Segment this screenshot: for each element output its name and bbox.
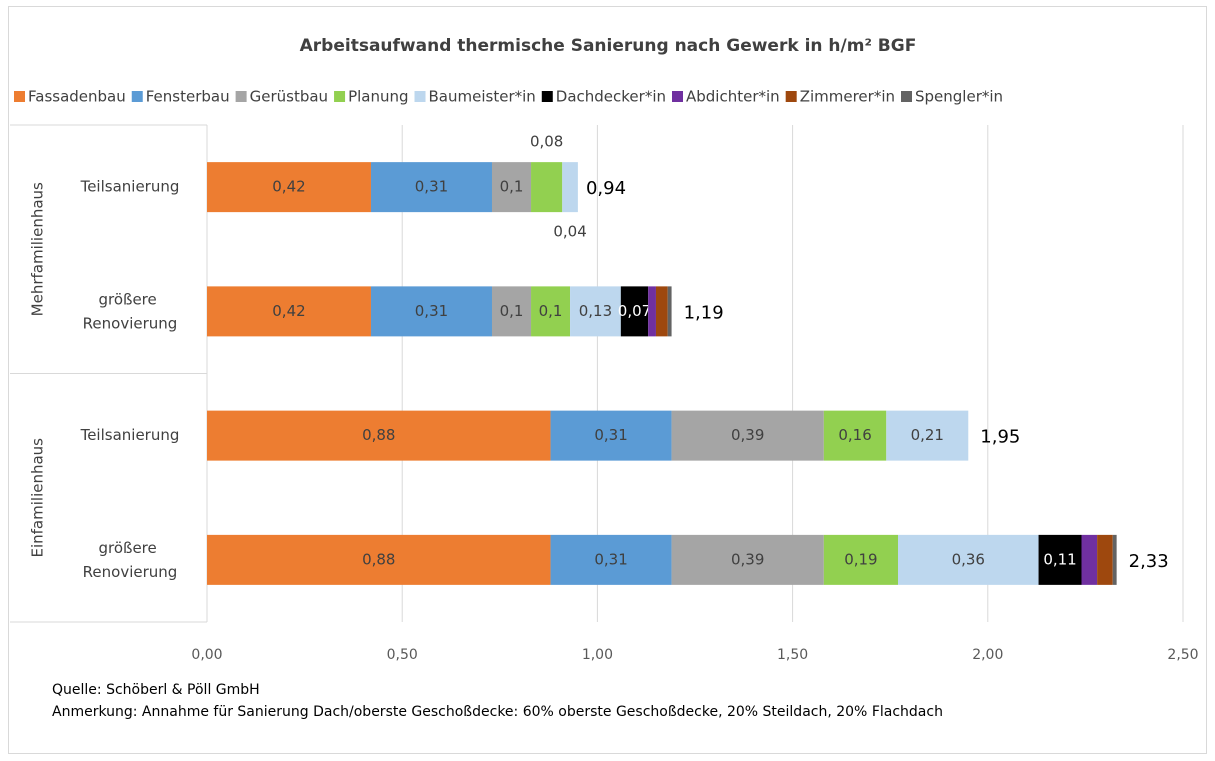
data-label: 0,19 [844, 550, 877, 568]
y-tick-label: größere Renovierung [83, 290, 178, 332]
bar-segment [207, 534, 551, 585]
bar-segment [207, 162, 371, 213]
data-label: 0,31 [594, 426, 627, 444]
bar-segment [898, 534, 1039, 585]
bar-segment [823, 410, 887, 461]
bar-segment [570, 286, 621, 337]
legend-swatch [235, 91, 247, 102]
x-tick-label: 2,50 [1167, 647, 1198, 663]
data-label: 0,16 [838, 426, 871, 444]
legend-label: Fassadenbau [28, 88, 126, 106]
bar-segment [886, 410, 969, 461]
chart-title: Arbeitsaufwand thermische Sanierung nach… [300, 36, 917, 56]
chart-frame [8, 6, 1207, 754]
data-label: 0,21 [911, 426, 944, 444]
bar-segment [1112, 534, 1117, 585]
bar-segment [671, 534, 824, 585]
x-tick-label: 1,50 [777, 647, 808, 663]
data-label: 0,31 [415, 302, 448, 320]
bar-segment [823, 534, 899, 585]
data-label: 0,39 [731, 426, 764, 444]
data-label: 0,13 [579, 302, 612, 320]
legend-swatch [334, 91, 346, 102]
bar-segment [1081, 534, 1098, 585]
legend-label: Gerüstbau [250, 88, 328, 106]
bar-segment [1097, 534, 1113, 585]
bar-segment [1038, 534, 1082, 585]
legend-swatch [131, 91, 143, 102]
bar-segment [491, 286, 532, 337]
data-label: 0,31 [415, 178, 448, 196]
data-label: 0,42 [272, 302, 305, 320]
legend-swatch [672, 91, 683, 102]
data-label: 0,88 [362, 550, 395, 568]
bar-segment [648, 286, 656, 337]
x-tick-label: 0,00 [191, 647, 222, 663]
data-label: 0,08 [530, 133, 563, 151]
data-label: 0,11 [1043, 550, 1076, 568]
bar-segment [531, 286, 571, 337]
bar-segment [562, 162, 578, 213]
y-tick-label: größere Renovierung [83, 538, 178, 580]
group-label: Mehrfamilienhaus [29, 182, 47, 316]
data-label: 0,42 [272, 178, 305, 196]
legend-swatch [414, 91, 426, 102]
total-label: 1,95 [980, 427, 1020, 448]
x-tick-label: 1,00 [582, 647, 613, 663]
legend-swatch [785, 91, 797, 102]
bar-segment [550, 410, 672, 461]
data-label: 0,07 [618, 302, 651, 320]
legend-label: Dachdecker*in [556, 88, 666, 106]
data-label: 0,1 [500, 302, 524, 320]
legend-swatch [14, 91, 25, 102]
bar-segment [550, 534, 672, 585]
bar-segment [667, 286, 672, 337]
data-label: 0,1 [539, 302, 563, 320]
bar-segment [531, 162, 563, 213]
bar-segment [370, 286, 492, 337]
legend-label: Fensterbau [146, 88, 230, 106]
legend-label: Planung [348, 88, 408, 106]
source-note: Quelle: Schöberl & Pöll GmbH [52, 682, 260, 698]
bar-segment [370, 162, 492, 213]
total-label: 2,33 [1129, 551, 1169, 572]
total-label: 0,94 [586, 178, 626, 199]
bar-segment [207, 286, 371, 337]
data-label: 0,31 [594, 550, 627, 568]
legend-label: Baumeister*in [429, 88, 536, 106]
data-label: 0,88 [362, 426, 395, 444]
bar-segment [671, 410, 824, 461]
group-label: Einfamilienhaus [29, 438, 47, 558]
legend-swatch [541, 91, 553, 102]
annotation-note: Anmerkung: Annahme für Sanierung Dach/ob… [52, 704, 943, 720]
data-label: 0,04 [553, 223, 586, 241]
x-tick-label: 0,50 [387, 647, 418, 663]
total-label: 1,19 [684, 302, 724, 323]
data-label: 0,1 [500, 178, 524, 196]
legend-label: Abdichter*in [686, 88, 780, 106]
y-tick-label: Teilsanierung [80, 178, 180, 196]
legend-label: Spengler*in [915, 88, 1003, 106]
bar-segment [655, 286, 668, 337]
data-label: 0,39 [731, 550, 764, 568]
legend-label: Zimmerer*in [800, 88, 895, 106]
bar-segment [491, 162, 532, 213]
legend-swatch [901, 91, 912, 102]
y-tick-label: Teilsanierung [80, 426, 180, 444]
bar-segment [620, 286, 649, 337]
bar-segment [207, 410, 551, 461]
x-tick-label: 2,00 [972, 647, 1003, 663]
data-label: 0,36 [952, 550, 985, 568]
